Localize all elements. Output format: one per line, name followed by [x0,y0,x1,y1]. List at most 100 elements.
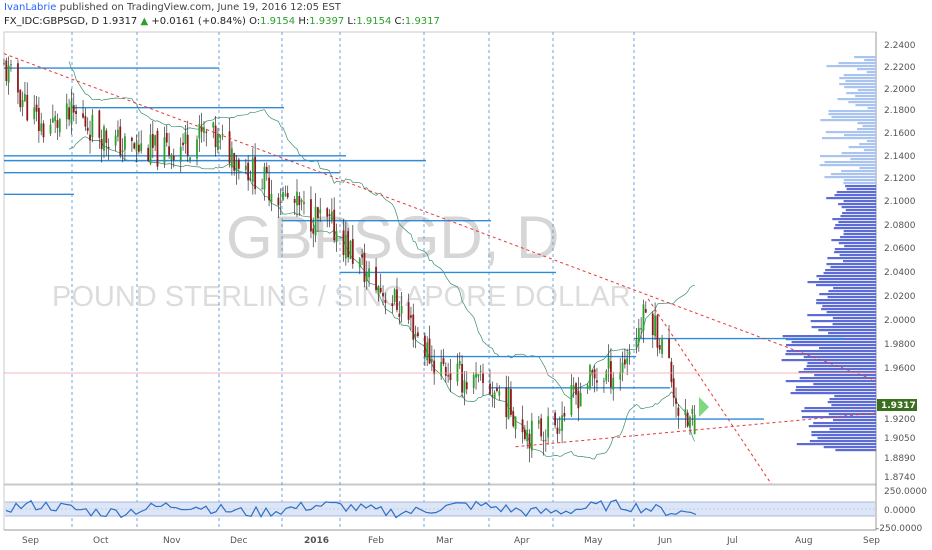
volume-profile-bar [811,434,876,437]
volume-profile-bar [830,266,876,269]
volume-profile-bar [816,284,876,287]
candle-body [482,373,484,383]
candle-body [251,157,254,182]
time-tick: Dec [230,536,247,546]
candle-body [33,107,36,120]
volume-profile-bar [834,248,876,251]
candle-body [121,150,124,153]
candle-body [465,382,468,390]
candle-body [384,299,387,303]
candle-body [654,315,656,337]
price-tick: 2.0400 [884,268,916,278]
candle-body [286,192,289,198]
candle-body [382,292,384,297]
volume-profile-bar [866,140,876,143]
volume-profile-bar [810,320,876,323]
candle-body [314,206,317,236]
volume-profile-bar [841,206,876,209]
volume-profile-bar [809,440,876,443]
price-tick: 2.1800 [884,106,916,116]
candle-body [170,154,173,160]
volume-profile-bar [857,89,876,92]
volume-profile-bar [803,368,876,371]
volume-profile-bar [813,422,876,425]
candle-body [344,235,347,259]
candle-body [75,111,77,114]
candle-body [351,239,354,264]
candle-body [117,129,119,137]
volume-profile-bar [807,281,876,284]
candle-body [365,272,368,282]
candles [3,56,696,463]
candle-body [296,191,298,206]
candle-body [319,209,322,214]
candle-body [147,147,150,161]
author-link[interactable]: IvanLabrie [4,2,57,13]
candle-body [528,433,531,449]
volume-profile-bar [801,416,876,419]
volume-profile-bar [833,227,876,230]
candle-body [414,334,417,337]
time-tick: Jul [726,536,738,546]
volume-profile-bar [827,296,876,299]
candle-body [40,123,43,132]
candle-body [423,335,426,357]
volume-profile-bar [807,362,876,365]
indicator-tick: 250.0000 [884,487,927,497]
candle-body [623,359,626,365]
candle-body [479,371,482,373]
volume-profile-bar [831,404,876,407]
volume-profile-bar [835,449,876,452]
time-tick: Sep [863,536,880,546]
candle-body [228,131,231,163]
volume-profile-bar [819,164,876,167]
candle-body [91,115,94,138]
candle-body [17,63,19,93]
candle-body [282,192,284,200]
candle-body [575,383,577,395]
volume-profile-bar [835,224,876,227]
candle-body [619,372,622,380]
candle-body [326,208,329,217]
price-tick: 1.9800 [884,340,916,350]
volume-profile-bar [785,353,876,356]
candle-body [328,214,331,216]
candle-body [556,427,559,434]
volume-profile-bar [845,80,876,83]
candle-body [247,162,250,181]
candle-body [24,93,26,102]
candle-body [279,201,282,203]
candle-body [56,120,59,128]
symbol-label[interactable]: FX_IDC:GBPSGD, D [4,16,100,27]
volume-profile-bar [828,290,876,293]
candle-body [133,143,136,149]
volume-profile [781,56,876,452]
candle-body [342,230,345,255]
candle-body [244,165,247,170]
volume-profile-bar [827,401,876,404]
candle-body [237,159,240,169]
candle-body [317,207,319,219]
volume-profile-bar [828,110,876,113]
candle-body [263,166,266,190]
volume-profile-bar [823,446,876,449]
volume-profile-bar [834,194,876,197]
time-tick: Aug [795,536,813,546]
candle-body [186,134,189,157]
change-value: +0.0161 (+0.84%) [151,16,246,27]
candle-body [626,358,629,364]
candle-body [54,116,57,122]
volume-profile-bar [799,377,876,380]
current-price-tag-text: 1.9317 [881,401,916,411]
price-tick: 1.9600 [884,364,916,374]
candle-body [610,361,612,388]
volume-profile-bar [843,74,876,77]
candle-body [605,370,608,381]
candle-body [312,228,315,234]
volume-profile-bar [843,200,876,203]
candle-body [335,231,338,242]
candle-body [635,340,638,348]
candle-body [579,392,582,407]
candle-body [261,188,264,190]
